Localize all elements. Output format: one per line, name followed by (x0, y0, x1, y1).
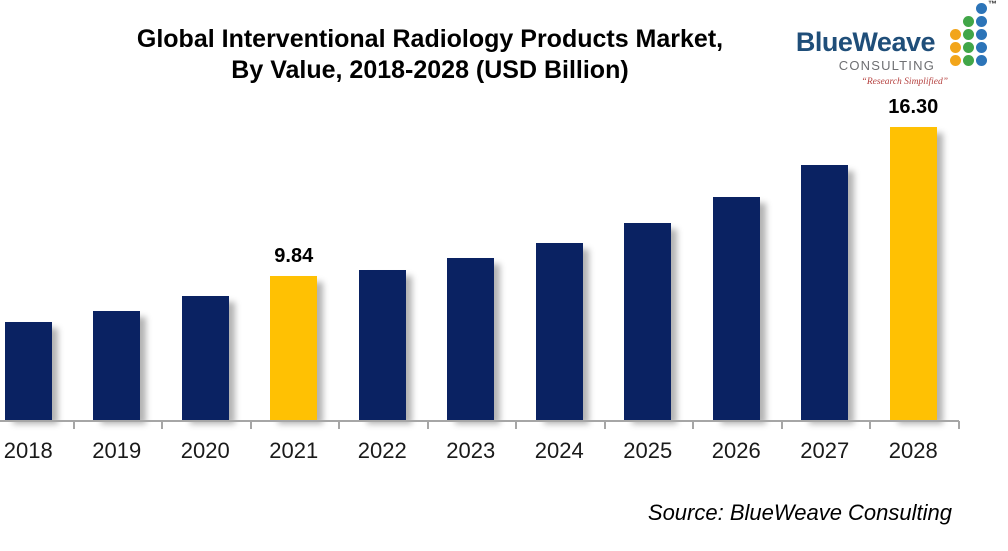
logo-text: BlueWeave CONSULTING (795, 27, 936, 74)
bar-2018 (4, 322, 52, 420)
chart-title: Global Interventional Radiology Products… (0, 24, 860, 86)
x-axis-label-2028: 2028 (888, 438, 938, 463)
dot-icon (950, 42, 961, 53)
x-axis-tick (957, 421, 960, 429)
logo-subtitle: CONSULTING (838, 58, 935, 73)
bar-band-2027 (781, 0, 870, 420)
bar-2021-highlighted (270, 276, 318, 420)
bar-band-2020 (161, 0, 250, 420)
bar-band-2022 (338, 0, 427, 420)
bar-band-2019 (73, 0, 162, 420)
x-axis-label-2022: 2022 (357, 438, 407, 463)
x-axis-label-2021: 2021 (269, 438, 319, 463)
plot-area: 9.84 16.30 (0, 0, 958, 420)
source-text: Source: BlueWeave Consulting (647, 500, 952, 525)
blue-dot-column (976, 3, 987, 66)
bar-2019 (93, 311, 141, 420)
bar-2023 (447, 258, 495, 420)
green-dot-column (963, 16, 974, 66)
x-axis-label-2019: 2019 (92, 438, 142, 463)
dot-icon (963, 55, 974, 66)
bar-band-2025 (604, 0, 693, 420)
x-axis-label-2023: 2023 (446, 438, 496, 463)
x-axis-tick (426, 421, 429, 429)
x-axis-label-2025: 2025 (623, 438, 673, 463)
x-axis-label-2026: 2026 (711, 438, 761, 463)
dot-icon (976, 55, 987, 66)
dot-icon (976, 42, 987, 53)
x-axis-tick (692, 421, 694, 429)
bar-band-2018 (0, 0, 73, 420)
bar-2025 (624, 223, 672, 420)
dot-icon (963, 29, 974, 40)
logo-brand-name: BlueWeave (795, 27, 936, 57)
bar-2027 (801, 165, 849, 420)
x-axis-tick (603, 421, 606, 429)
x-axis-line (0, 420, 959, 422)
dot-icon (976, 16, 987, 27)
bar-data-label: 16.30 (888, 96, 939, 118)
bar-band-2028: 16.30 (869, 0, 958, 420)
x-axis-tick (869, 421, 871, 429)
bar-2024 (535, 243, 583, 420)
trademark-symbol: ™ (988, 0, 997, 9)
x-axis-label-2027: 2027 (800, 438, 850, 463)
x-axis-tick (338, 421, 340, 429)
bar-2026 (712, 197, 760, 420)
chart-title-line2: By Value, 2018-2028 (USD Billion) (231, 56, 629, 84)
x-axis-tick (161, 421, 163, 429)
chart-title-line1: Global Interventional Radiology Products… (136, 25, 724, 53)
bar-2020 (181, 296, 229, 420)
dot-icon (963, 42, 974, 53)
bar-2022 (358, 270, 406, 420)
x-axis-label-2024: 2024 (534, 438, 584, 463)
dot-icon (950, 55, 961, 66)
bar-data-label: 9.84 (274, 245, 314, 267)
x-axis-tick (72, 421, 75, 429)
bar-band-2026 (692, 0, 781, 420)
blueweave-logo: BlueWeave CONSULTING ™ “Research Simplif… (795, 0, 997, 87)
logo-tagline: “Research Simplified” (861, 77, 948, 87)
dot-icon (976, 29, 987, 40)
bar-band-2021: 9.84 (250, 0, 339, 420)
orange-dot-column (950, 29, 961, 66)
x-axis-tick (515, 421, 517, 429)
bar-band-2024 (515, 0, 604, 420)
x-axis-labels: 2018 2019 2020 2021 2022 2023 2024 2025 2026 2027… (0, 438, 958, 464)
bar-band-2023 (427, 0, 516, 420)
dot-icon (963, 16, 974, 27)
dot-icon (950, 29, 961, 40)
logo-dot-matrix-icon: ™ (950, 0, 997, 66)
dot-icon (976, 3, 987, 14)
x-axis-tick (249, 421, 252, 429)
x-axis-tick (780, 421, 783, 429)
bar-2028-highlighted (889, 127, 937, 420)
x-axis-label-2018: 2018 (3, 438, 53, 463)
x-axis-label-2020: 2020 (180, 438, 230, 463)
